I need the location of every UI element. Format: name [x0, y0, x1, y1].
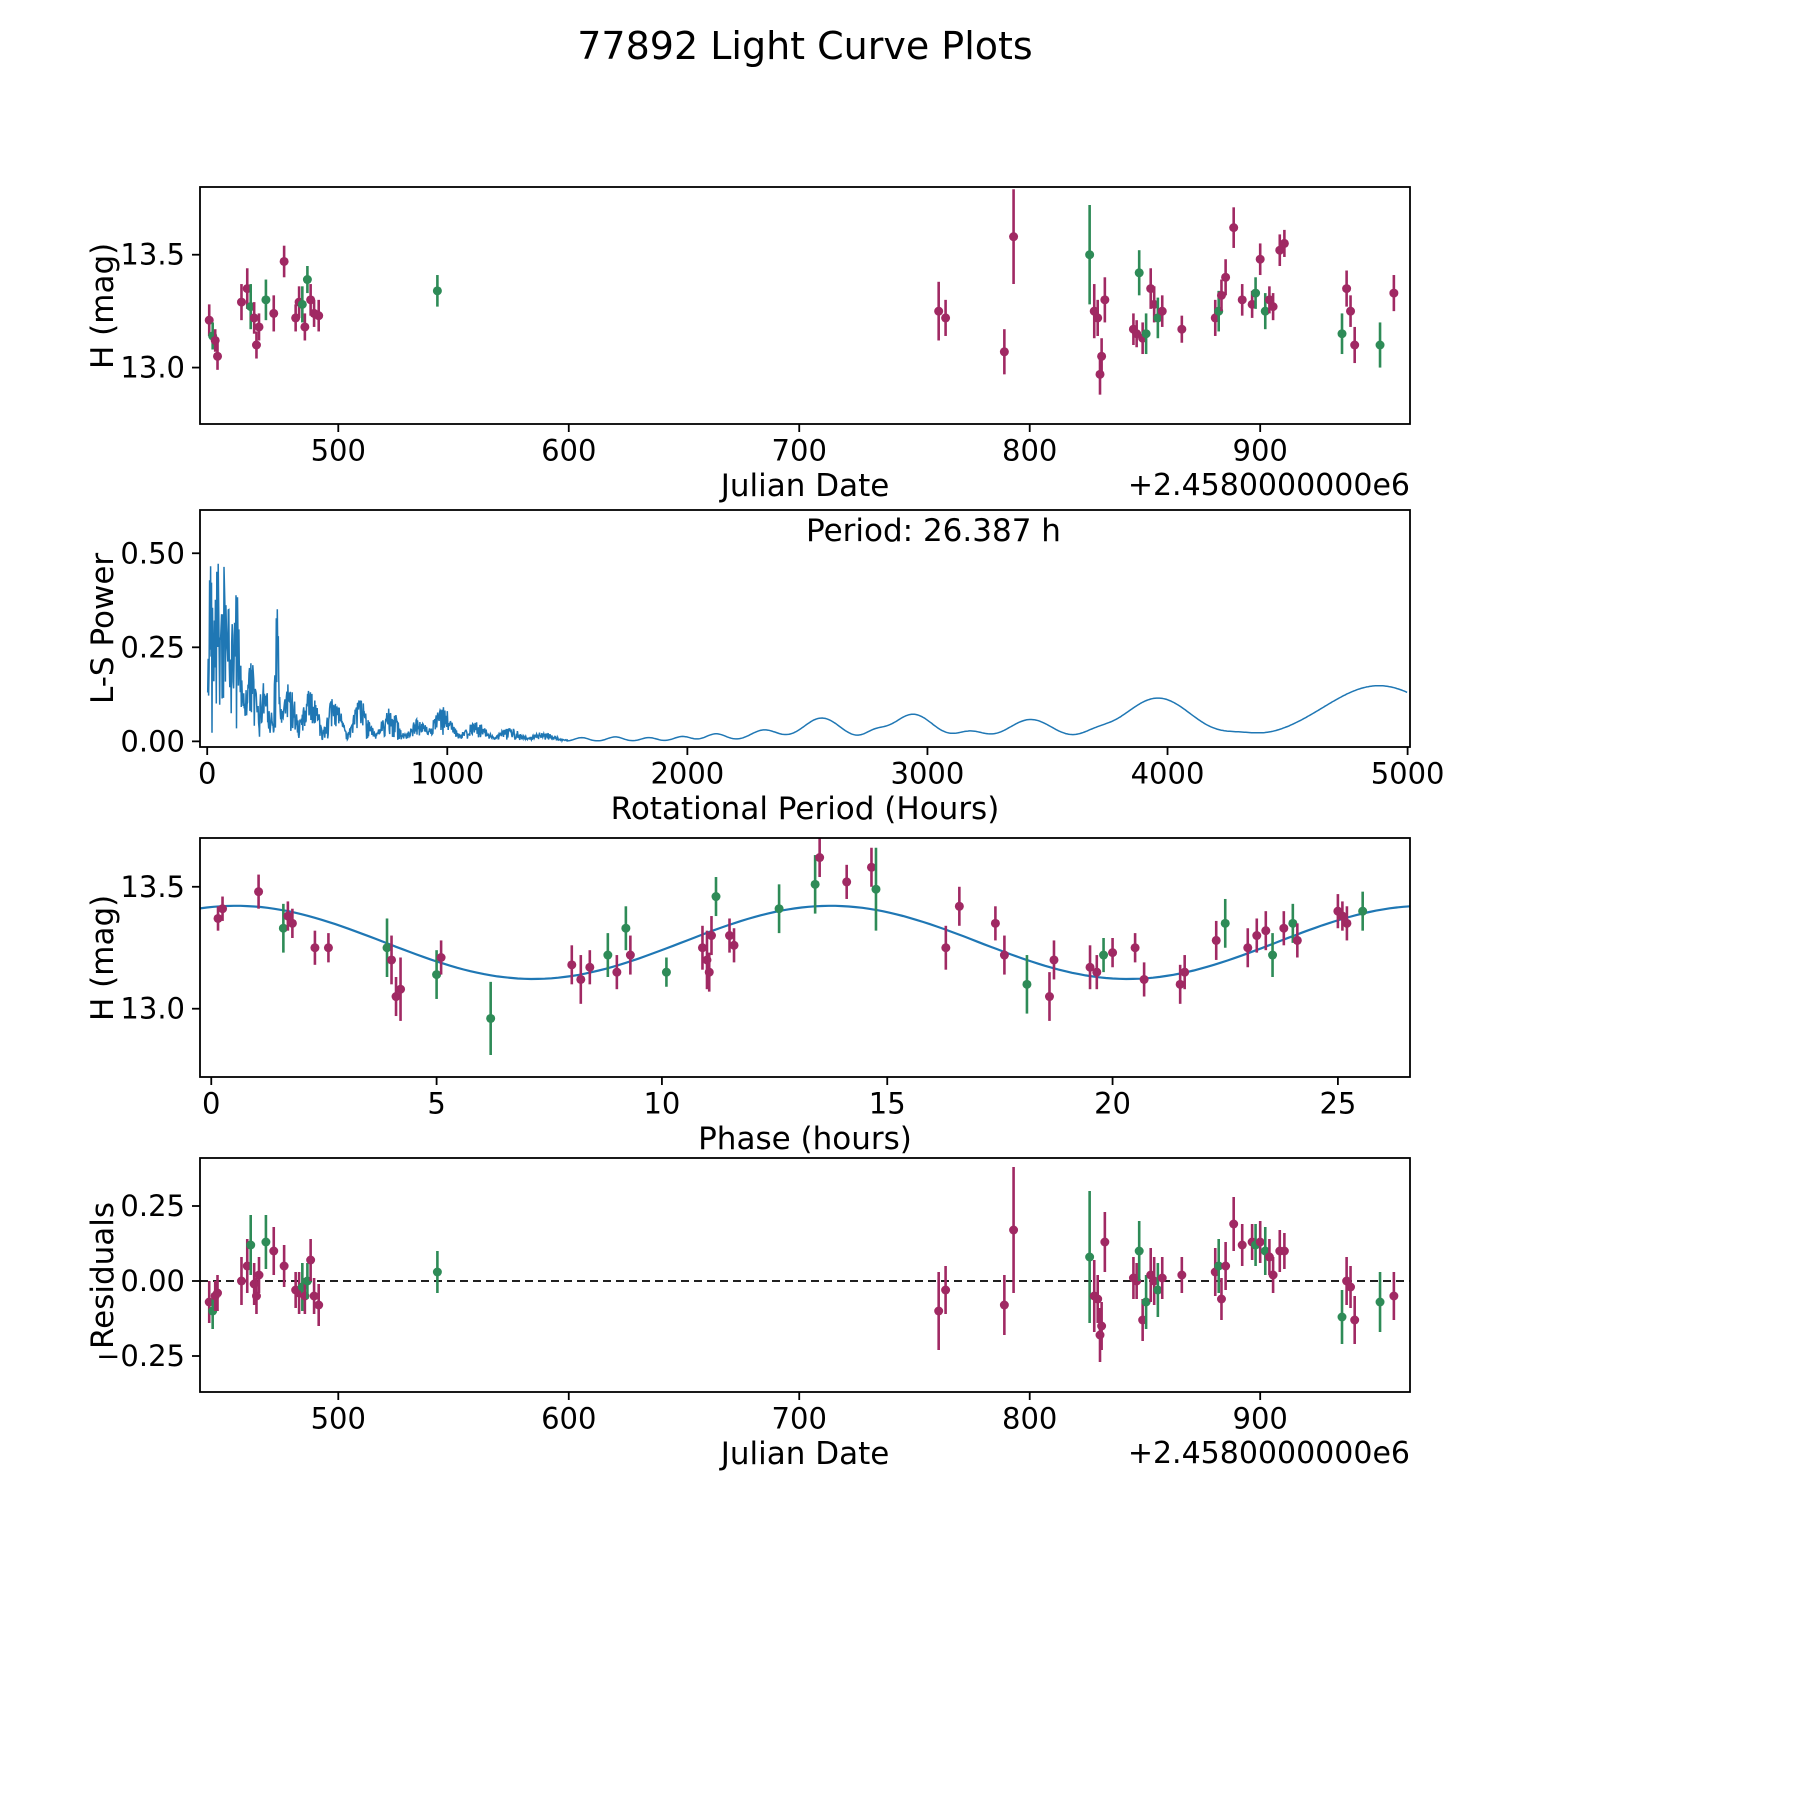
figure-title: 77892 Light Curve Plots — [577, 24, 1033, 68]
residuals-ylabel: Residuals — [85, 1201, 121, 1349]
jd-plot-ylabel: H (mag) — [85, 242, 121, 369]
svg-text:900: 900 — [1233, 434, 1288, 468]
svg-text:13.5: 13.5 — [120, 870, 185, 904]
svg-text:0.25: 0.25 — [120, 630, 185, 664]
svg-text:15: 15 — [869, 1087, 906, 1121]
svg-text:800: 800 — [1002, 434, 1057, 468]
svg-text:5: 5 — [427, 1087, 445, 1121]
svg-text:1000: 1000 — [410, 757, 484, 791]
svg-text:500: 500 — [311, 434, 366, 468]
svg-text:13.5: 13.5 — [120, 238, 185, 272]
jd-plot-xlabel: Julian Date — [720, 468, 890, 504]
periodogram-ylabel: L-S Power — [85, 552, 121, 705]
svg-text:700: 700 — [772, 434, 827, 468]
svg-text:600: 600 — [541, 434, 596, 468]
svg-text:0.50: 0.50 — [120, 536, 185, 570]
svg-text:0.25: 0.25 — [120, 1189, 185, 1223]
svg-text:2000: 2000 — [650, 757, 724, 791]
periodogram-xlabel: Rotational Period (Hours) — [610, 791, 1000, 827]
period-annotation: Period: 26.387 h — [806, 513, 1061, 549]
svg-text:0: 0 — [202, 1087, 220, 1121]
svg-text:800: 800 — [1002, 1402, 1057, 1436]
phase-plot-xlabel: Phase (hours) — [698, 1121, 912, 1157]
svg-text:−0.25: −0.25 — [96, 1339, 185, 1373]
svg-text:4000: 4000 — [1131, 757, 1205, 791]
svg-text:25: 25 — [1319, 1087, 1356, 1121]
svg-text:900: 900 — [1233, 1402, 1288, 1436]
svg-text:0.00: 0.00 — [120, 1264, 185, 1298]
phase-plot-ylabel: H (mag) — [85, 894, 121, 1021]
residuals-xlabel: Julian Date — [720, 1436, 890, 1472]
svg-text:700: 700 — [772, 1402, 827, 1436]
residuals-axis-offset: +2.4580000000e6 — [1127, 1436, 1410, 1471]
svg-text:5000: 5000 — [1371, 757, 1445, 791]
svg-text:3000: 3000 — [891, 757, 965, 791]
svg-text:500: 500 — [311, 1402, 366, 1436]
svg-text:13.0: 13.0 — [120, 992, 185, 1026]
svg-text:20: 20 — [1094, 1087, 1131, 1121]
jd-plot-axis-offset: +2.4580000000e6 — [1127, 468, 1410, 503]
svg-text:600: 600 — [541, 1402, 596, 1436]
svg-text:0: 0 — [198, 757, 216, 791]
svg-text:10: 10 — [643, 1087, 680, 1121]
svg-text:13.0: 13.0 — [120, 351, 185, 385]
svg-text:0.00: 0.00 — [120, 724, 185, 758]
